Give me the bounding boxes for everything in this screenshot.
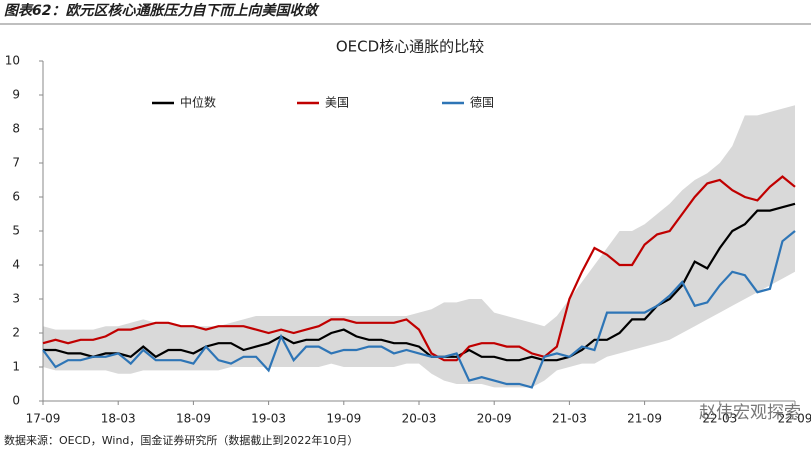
y-tick-label: 5 [12, 224, 20, 238]
legend-label: 中位数 [180, 95, 216, 110]
x-tick-label: 17-09 [26, 412, 61, 426]
chart-title: OECD核心通胀的比较 [336, 38, 484, 56]
x-tick-label: 19-03 [251, 412, 286, 426]
watermark: 赵伟宏观探索 [699, 403, 801, 423]
y-tick-label: 7 [12, 156, 20, 170]
y-tick-label: 10 [5, 54, 20, 68]
x-tick-label: 20-09 [477, 412, 512, 426]
legend-label: 美国 [325, 96, 349, 110]
x-tick-label: 19-09 [326, 412, 361, 426]
y-tick-label: 2 [12, 326, 20, 340]
x-tick-label: 20-03 [402, 412, 437, 426]
y-tick-label: 6 [12, 190, 20, 204]
x-tick-label: 18-03 [101, 412, 136, 426]
x-tick-label: 21-03 [552, 412, 587, 426]
series-line [42, 175, 796, 362]
legend-label: 德国 [470, 95, 494, 110]
y-tick-label: 0 [12, 394, 20, 408]
y-tick-label: 1 [12, 360, 20, 374]
x-tick-label: 22-09 [778, 412, 811, 426]
x-tick-label: 22-03 [702, 412, 737, 426]
x-tick-label: 18-09 [176, 412, 211, 426]
series-line [42, 230, 796, 389]
range-band [43, 105, 795, 388]
y-tick-label: 3 [12, 292, 20, 306]
x-tick-label: 21-09 [627, 412, 662, 426]
y-tick-label: 9 [12, 88, 20, 102]
header-title: 图表62：欧元区核心通胀压力自下而上向美国收敛 [4, 2, 319, 19]
series-line [43, 202, 796, 362]
footer-source: 数据来源：OECD，Wind，国金证券研究所（数据截止到2022年10月） [4, 433, 358, 447]
y-tick-label: 8 [12, 122, 20, 136]
y-tick-label: 4 [12, 258, 20, 272]
